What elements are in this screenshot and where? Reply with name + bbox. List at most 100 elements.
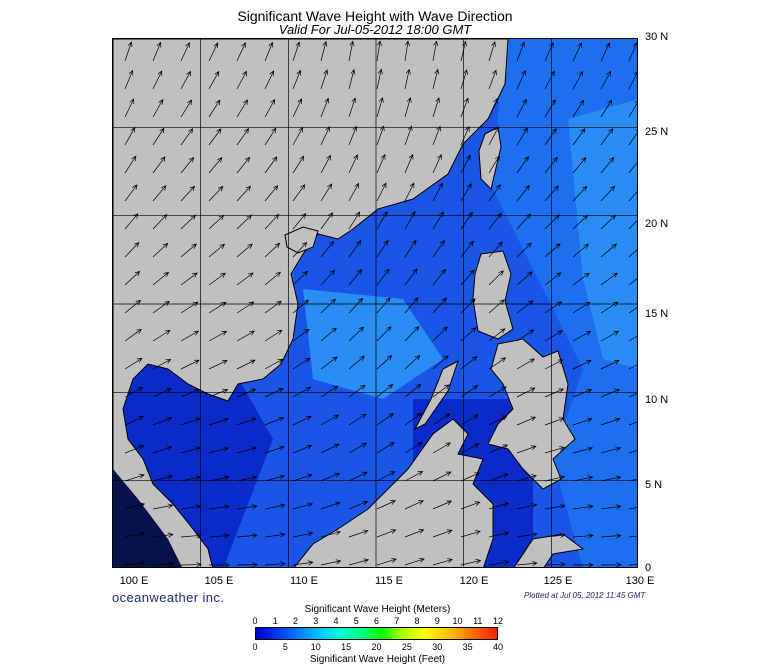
wave-arrow bbox=[264, 242, 281, 258]
wave-arrow bbox=[600, 330, 620, 342]
legend-tick: 2 bbox=[292, 616, 299, 626]
wave-arrow bbox=[292, 155, 305, 174]
wave-arrow bbox=[236, 185, 252, 202]
wave-arrow bbox=[320, 385, 339, 398]
wave-arrow bbox=[264, 561, 286, 567]
wave-arrow bbox=[320, 472, 341, 482]
wave-arrow bbox=[292, 270, 309, 286]
lat-label: 10 N bbox=[645, 394, 669, 406]
wave-arrow bbox=[628, 507, 637, 510]
wave-arrow bbox=[488, 415, 508, 426]
wave-arrow bbox=[292, 386, 312, 398]
wave-arrow bbox=[628, 335, 637, 342]
wave-arrow bbox=[572, 330, 592, 342]
wave-arrow bbox=[180, 504, 202, 510]
wave-arrow bbox=[124, 69, 134, 90]
wave-arrow bbox=[572, 99, 585, 118]
wave-arrow bbox=[544, 503, 566, 510]
wave-arrow bbox=[208, 301, 227, 314]
lon-label: 105 E bbox=[204, 575, 234, 587]
wave-arrow bbox=[264, 358, 284, 370]
wave-arrow bbox=[572, 388, 593, 398]
legend-tick: 10 bbox=[310, 642, 321, 652]
wave-arrow bbox=[516, 127, 528, 146]
wave-arrow bbox=[348, 97, 357, 118]
wave-arrow bbox=[376, 442, 395, 454]
wave-arrow bbox=[180, 446, 202, 454]
wave-arrow bbox=[516, 445, 537, 454]
wave-arrow bbox=[152, 185, 167, 202]
wave-arrow bbox=[236, 446, 258, 454]
wave-arrow bbox=[404, 557, 425, 566]
wave-arrow bbox=[628, 421, 637, 426]
wave-arrow bbox=[404, 442, 423, 454]
wave-arrow bbox=[124, 444, 145, 454]
wave-arrow bbox=[432, 500, 453, 510]
wave-arrow bbox=[180, 475, 202, 482]
wave-arrow bbox=[208, 214, 225, 230]
wave-arrow bbox=[460, 414, 479, 426]
wave-arrow bbox=[488, 126, 499, 146]
wave-arrow bbox=[264, 474, 286, 482]
wave-arrow bbox=[572, 42, 582, 62]
graticule bbox=[113, 39, 637, 567]
wave-arrow bbox=[572, 301, 591, 314]
wave-arrow bbox=[628, 535, 637, 538]
wave-arrow bbox=[544, 446, 565, 454]
wave-arrow bbox=[348, 558, 370, 566]
wave-arrow bbox=[124, 328, 142, 342]
lon-label: 130 E bbox=[625, 575, 655, 587]
wave-arrow bbox=[516, 271, 533, 286]
wave-arrow bbox=[516, 474, 537, 482]
brand-logo-text: oceanweather inc. bbox=[112, 590, 225, 605]
wave-arrow bbox=[152, 271, 170, 286]
wave-map bbox=[112, 38, 638, 568]
legend-tick: 1 bbox=[272, 616, 278, 626]
wave-arrow bbox=[236, 533, 258, 539]
wave-arrow bbox=[628, 278, 637, 286]
wave-arrow bbox=[544, 388, 565, 398]
wave-arrow bbox=[180, 70, 191, 90]
wave-arrow bbox=[264, 300, 282, 314]
wave-arrow bbox=[124, 560, 146, 566]
legend-tick: 7 bbox=[394, 616, 400, 626]
wave-arrow bbox=[292, 560, 314, 566]
wave-arrow bbox=[264, 156, 278, 174]
wave-arrow bbox=[488, 41, 496, 62]
wave-arrow bbox=[572, 243, 590, 258]
wave-arrow bbox=[488, 473, 509, 482]
wave-arrow bbox=[348, 268, 363, 286]
wave-arrow bbox=[180, 359, 200, 370]
wave-arrow bbox=[180, 417, 201, 426]
wave-arrow bbox=[208, 446, 230, 454]
wave-arrow bbox=[544, 243, 561, 258]
wave-arrow bbox=[152, 300, 170, 314]
wave-arrow bbox=[460, 530, 481, 538]
wave-arrow bbox=[516, 561, 538, 567]
wave-arrow bbox=[432, 558, 453, 566]
wave-arrow bbox=[404, 96, 412, 118]
wave-arrow bbox=[628, 100, 637, 118]
wave-arrow bbox=[124, 126, 136, 146]
wave-arrow bbox=[208, 128, 222, 146]
wave-arrow bbox=[348, 297, 364, 314]
wave-arrow bbox=[348, 154, 358, 174]
wave-arrow bbox=[432, 413, 451, 426]
wave-arrow bbox=[628, 364, 637, 370]
wave-arrow bbox=[376, 68, 383, 90]
wave-arrow bbox=[152, 561, 174, 567]
legend-tick: 0 bbox=[252, 642, 258, 652]
wave-arrow bbox=[348, 384, 366, 398]
wave-arrow bbox=[488, 328, 506, 342]
wave-arrow bbox=[460, 211, 473, 230]
wave-arrow bbox=[600, 475, 622, 482]
wave-arrow bbox=[404, 383, 422, 398]
wave-arrow bbox=[460, 501, 481, 510]
land-mainland-asia bbox=[113, 39, 509, 567]
water-strait-dark bbox=[113, 469, 182, 567]
wave-arrow bbox=[236, 330, 256, 342]
wave-arrow bbox=[544, 70, 555, 90]
wave-arrow bbox=[488, 444, 509, 454]
wave-arrow bbox=[152, 242, 169, 258]
wave-arrow bbox=[152, 127, 165, 146]
